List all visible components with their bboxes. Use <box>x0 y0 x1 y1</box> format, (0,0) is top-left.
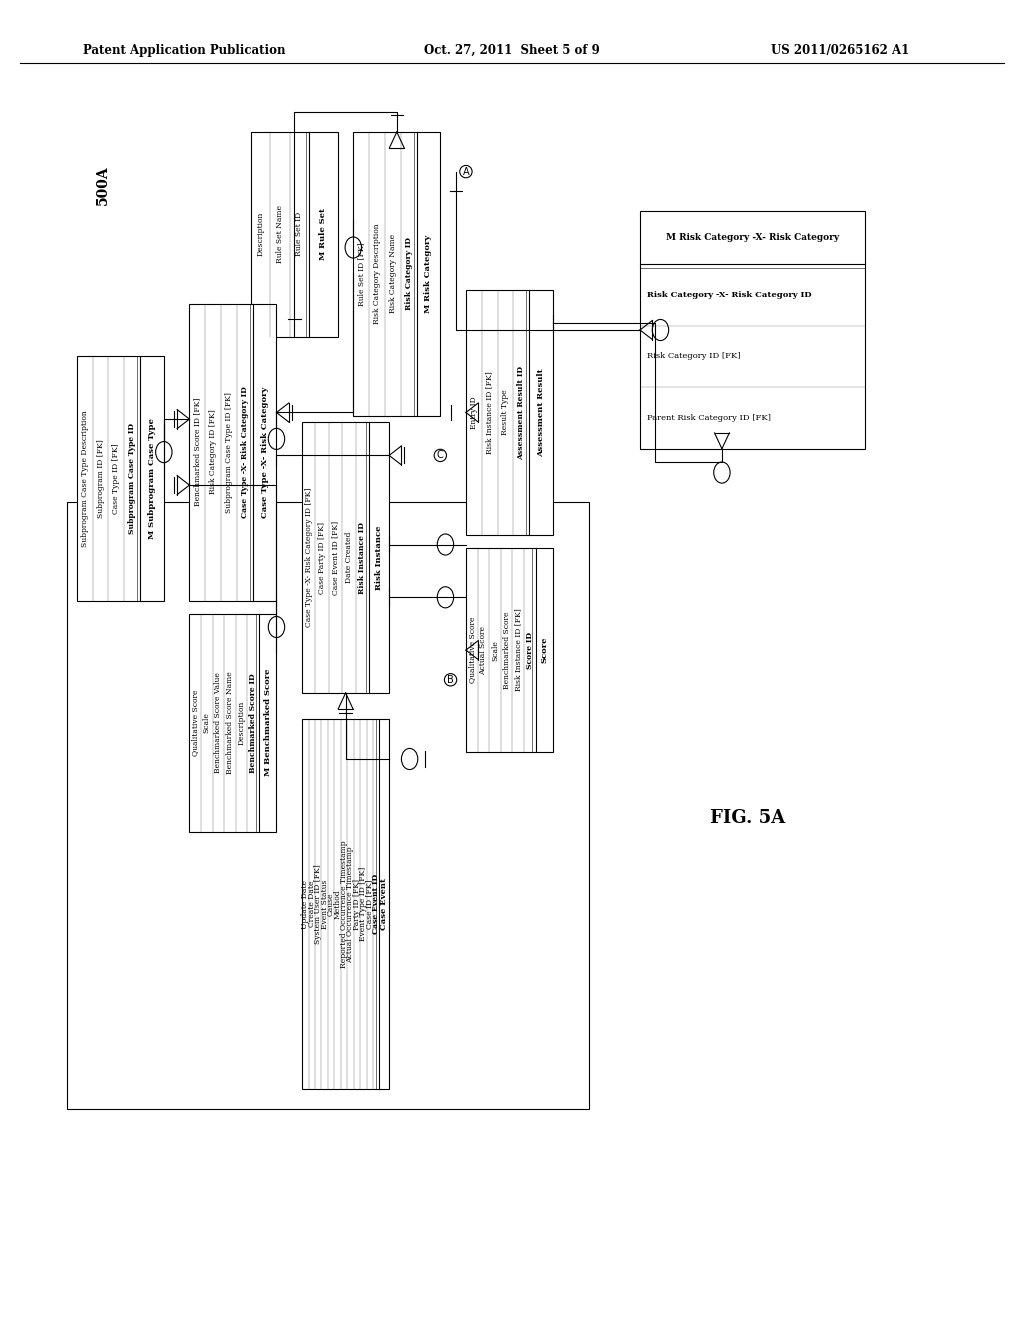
Text: Benchmarked Score Name: Benchmarked Score Name <box>226 672 234 774</box>
Text: M Risk Category -X- Risk Category: M Risk Category -X- Risk Category <box>666 234 840 242</box>
Text: Scale: Scale <box>203 713 211 733</box>
Text: Rule Set ID: Rule Set ID <box>295 213 303 256</box>
Text: Risk Category ID [FK]: Risk Category ID [FK] <box>647 352 740 360</box>
Text: Qualitative Score: Qualitative Score <box>468 616 476 684</box>
Text: Description: Description <box>257 213 264 256</box>
Text: Benchmarked Score Value: Benchmarked Score Value <box>214 672 222 774</box>
Text: Patent Application Publication: Patent Application Publication <box>83 44 286 57</box>
Text: B: B <box>447 675 454 685</box>
Bar <box>189 614 276 832</box>
Text: Qualitative Score: Qualitative Score <box>191 689 200 756</box>
Bar <box>466 548 553 752</box>
Text: M Subprogram Case Type: M Subprogram Case Type <box>148 418 156 539</box>
Text: Risk Category Description: Risk Category Description <box>373 223 381 325</box>
Text: Case Type -X- Risk Category: Case Type -X- Risk Category <box>261 387 268 517</box>
Text: Description: Description <box>238 701 246 744</box>
Text: Benchmarked Score ID [FK]: Benchmarked Score ID [FK] <box>194 397 202 507</box>
Text: Score ID: Score ID <box>525 631 534 669</box>
Text: Parent Risk Category ID [FK]: Parent Risk Category ID [FK] <box>647 414 771 422</box>
Text: Rule Set Name: Rule Set Name <box>275 206 284 263</box>
Bar <box>67 502 589 1109</box>
Text: 500A: 500A <box>95 165 110 205</box>
Text: Event Status: Event Status <box>321 879 329 929</box>
Text: M Benchmarked Score: M Benchmarked Score <box>264 669 271 776</box>
Bar <box>466 290 553 535</box>
Text: Benchmarked Score ID: Benchmarked Score ID <box>249 673 257 772</box>
Text: Case ID [FK]: Case ID [FK] <box>366 879 374 929</box>
Text: Cause: Cause <box>327 892 335 916</box>
Text: Risk Category ID [FK]: Risk Category ID [FK] <box>209 409 217 495</box>
Bar <box>77 356 164 601</box>
Text: Risk Instance: Risk Instance <box>375 525 383 590</box>
Text: M Risk Category: M Risk Category <box>425 235 432 313</box>
Text: Result Type: Result Type <box>502 389 510 436</box>
Text: Case Type ID [FK]: Case Type ID [FK] <box>113 444 121 513</box>
Text: Risk Instance ID [FK]: Risk Instance ID [FK] <box>514 609 522 692</box>
Text: M Rule Set: M Rule Set <box>319 209 328 260</box>
Text: Case Event: Case Event <box>380 878 388 931</box>
Text: Case Type -X- Risk Category ID: Case Type -X- Risk Category ID <box>241 387 249 517</box>
Text: Actual Occurrence Timestamp: Actual Occurrence Timestamp <box>346 846 354 962</box>
Text: Rule Set ID [FK]: Rule Set ID [FK] <box>357 242 366 306</box>
Text: Entry ID: Entry ID <box>470 396 478 429</box>
Text: Risk Category ID: Risk Category ID <box>404 238 413 310</box>
Text: Date Created: Date Created <box>345 532 353 583</box>
Text: Subprogram ID [FK]: Subprogram ID [FK] <box>96 440 104 517</box>
Text: Risk Category Name: Risk Category Name <box>389 235 397 313</box>
Text: Actual Score: Actual Score <box>479 626 487 675</box>
Text: Case Event ID: Case Event ID <box>373 874 380 935</box>
Text: Method: Method <box>334 890 342 919</box>
Text: Subprogram Case Type ID [FK]: Subprogram Case Type ID [FK] <box>225 392 233 512</box>
Text: Case Party ID [FK]: Case Party ID [FK] <box>318 521 327 594</box>
Text: A: A <box>463 166 469 177</box>
Text: Update Date: Update Date <box>301 879 309 929</box>
Text: Score: Score <box>541 636 548 664</box>
Bar <box>251 132 338 337</box>
Text: Case Event ID [FK]: Case Event ID [FK] <box>332 520 340 595</box>
Text: Scale: Scale <box>490 640 499 660</box>
Text: Assessment Result: Assessment Result <box>538 368 545 457</box>
Text: Assessment Result ID: Assessment Result ID <box>517 366 525 459</box>
Bar <box>353 132 440 416</box>
Text: Reported Occurrence Timestamp: Reported Occurrence Timestamp <box>340 841 348 968</box>
Text: Subprogram Case Type ID: Subprogram Case Type ID <box>128 422 136 535</box>
Bar <box>302 422 389 693</box>
Text: Risk Category -X- Risk Category ID: Risk Category -X- Risk Category ID <box>647 290 812 298</box>
Text: FIG. 5A: FIG. 5A <box>710 809 785 828</box>
Bar <box>189 304 276 601</box>
Text: Create Date: Create Date <box>308 880 315 928</box>
Text: Case Type -X- Risk Category ID [FK]: Case Type -X- Risk Category ID [FK] <box>305 488 312 627</box>
Text: Party ID [FK]: Party ID [FK] <box>353 879 360 929</box>
Text: System User ID [FK]: System User ID [FK] <box>314 865 323 944</box>
Bar <box>640 211 865 449</box>
Text: Event Type ID [FK]: Event Type ID [FK] <box>359 867 368 941</box>
Text: US 2011/0265162 A1: US 2011/0265162 A1 <box>770 44 909 57</box>
Text: Risk Instance ID: Risk Instance ID <box>358 521 367 594</box>
Text: Benchmarked Score: Benchmarked Score <box>503 611 511 689</box>
Text: Oct. 27, 2011  Sheet 5 of 9: Oct. 27, 2011 Sheet 5 of 9 <box>424 44 600 57</box>
Bar <box>302 719 389 1089</box>
Text: C: C <box>437 450 443 461</box>
Text: Subprogram Case Type Description: Subprogram Case Type Description <box>81 411 89 546</box>
Text: Risk Instance ID [FK]: Risk Instance ID [FK] <box>485 371 494 454</box>
